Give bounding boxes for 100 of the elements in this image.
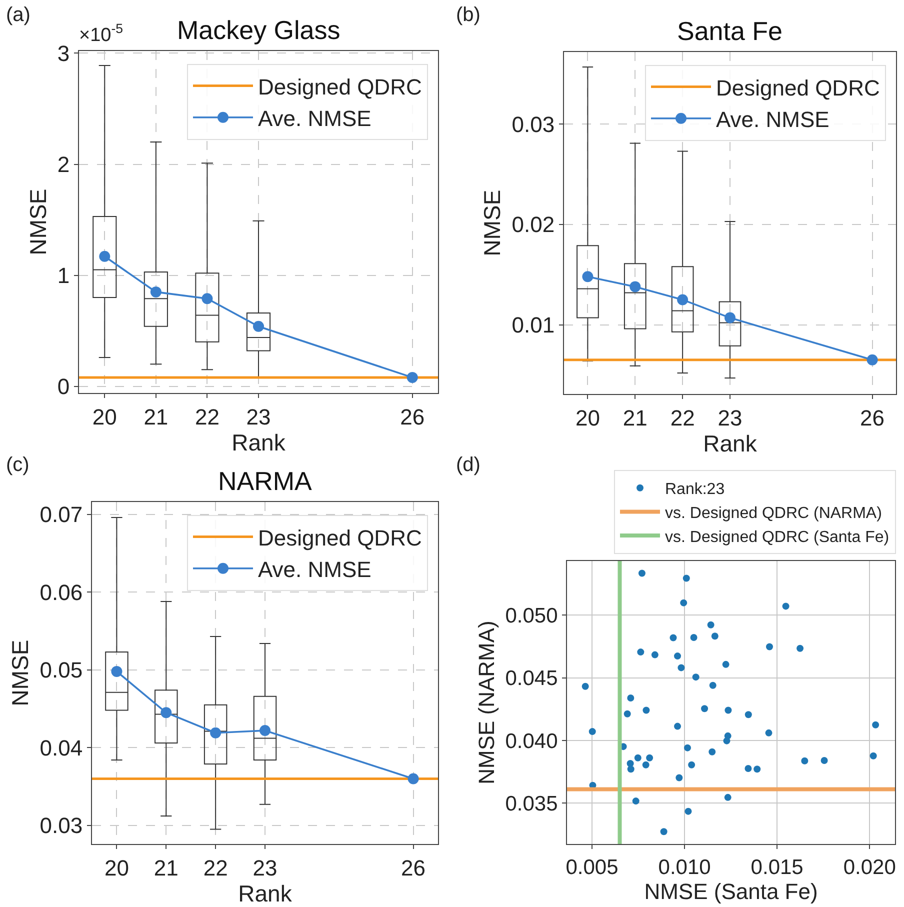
y-tick-label: 0.050 (505, 604, 558, 628)
x-axis-title: NMSE (Santa Fe) (644, 879, 818, 904)
x-tick-label: 23 (718, 405, 742, 430)
point (674, 652, 682, 660)
point (724, 706, 732, 714)
point (202, 293, 213, 304)
y-tick-label: 0 (57, 374, 70, 400)
point (160, 707, 172, 718)
point (692, 674, 700, 681)
legend-label: Designed QDRC (258, 525, 422, 550)
point (711, 632, 718, 640)
point (150, 286, 162, 298)
y-axis-title: NMSE (NARMA) (474, 620, 500, 784)
x-tick-label: 26 (401, 855, 426, 880)
y-tick-label: 0.01 (512, 312, 555, 338)
text: (d) (456, 454, 480, 476)
legend-label: Ave. NMSE (258, 106, 372, 131)
point (765, 729, 772, 736)
y-tick-label: 0.04 (40, 735, 83, 760)
legend-label: Ave. NMSE (716, 106, 830, 132)
point (678, 664, 685, 672)
point (627, 766, 634, 773)
point (624, 710, 631, 718)
point (642, 706, 650, 714)
point (634, 754, 642, 762)
point (253, 320, 264, 332)
point (408, 773, 419, 784)
point (684, 744, 691, 752)
point (744, 764, 752, 772)
point (677, 294, 688, 306)
y-axis-title: NMSE (7, 640, 34, 706)
point (260, 725, 270, 736)
point (651, 651, 658, 658)
x-tick-label: 21 (622, 405, 648, 430)
x-tick-label: 21 (144, 404, 168, 430)
legend-label: vs. Designed QDRC (NARMA) (665, 504, 882, 522)
x-tick-label: 0.020 (843, 856, 896, 880)
point (701, 705, 708, 712)
text: (a) (6, 4, 30, 26)
point (724, 794, 732, 801)
point (801, 757, 808, 764)
y-tick-label: 0.03 (40, 813, 83, 838)
point (690, 634, 698, 642)
x-tick-label: 20 (104, 855, 129, 880)
point (627, 694, 634, 702)
y-tick-label: 0.040 (505, 730, 558, 753)
y-tick-label: 2 (57, 152, 70, 177)
point (674, 722, 682, 730)
legend-label: Ave. NMSE (258, 556, 372, 582)
point (820, 756, 828, 764)
point (724, 312, 736, 324)
x-tick-label: 21 (154, 855, 178, 880)
point (638, 570, 646, 577)
point (210, 727, 222, 738)
point (637, 648, 644, 656)
point (707, 621, 714, 628)
point (766, 643, 773, 650)
legend-label: Designed QDRC (258, 74, 422, 100)
point (684, 808, 692, 815)
y-tick-label: 3 (57, 40, 70, 66)
x-tick-label: 0.010 (658, 856, 711, 880)
point (796, 644, 804, 652)
x-tick-label: 23 (252, 855, 278, 880)
y-axis-title: NMSE (24, 188, 51, 256)
point (99, 250, 110, 262)
x-tick-label: 22 (203, 855, 228, 880)
point (111, 666, 122, 677)
x-tick-label: 26 (860, 405, 885, 430)
point (660, 828, 668, 836)
point (588, 728, 596, 736)
point (680, 599, 688, 606)
y-tick-label: 0.02 (512, 212, 555, 238)
point (709, 682, 716, 689)
y-tick-label: 0.035 (505, 792, 558, 816)
text: ×10$^{-5}$ (79, 21, 124, 46)
point (744, 711, 752, 718)
x-axis-title: Rank (238, 880, 292, 906)
point (582, 682, 589, 690)
point (646, 754, 654, 762)
point (722, 660, 730, 668)
chart-title: NARMA (218, 466, 313, 496)
y-tick-label: 0.03 (512, 112, 555, 137)
point (708, 748, 716, 756)
x-axis-title: Rank (703, 430, 758, 456)
point (582, 271, 594, 282)
legend-label: vs. Designed QDRC (Santa Fe) (665, 528, 890, 546)
x-axis-title: Rank (232, 429, 286, 456)
legend-label: Designed QDRC (716, 75, 880, 100)
point (872, 721, 880, 728)
point (670, 634, 677, 642)
point (642, 761, 650, 768)
x-tick-label: 23 (246, 404, 271, 430)
point (782, 602, 790, 610)
chart-title: Mackey Glass (177, 15, 340, 45)
text: (c) (6, 454, 30, 476)
x-tick-label: 20 (92, 404, 117, 430)
x-tick-label: 0.015 (750, 856, 804, 880)
y-tick-label: 1 (57, 263, 70, 288)
point (682, 574, 690, 582)
y-tick-label: 0.045 (505, 667, 558, 690)
